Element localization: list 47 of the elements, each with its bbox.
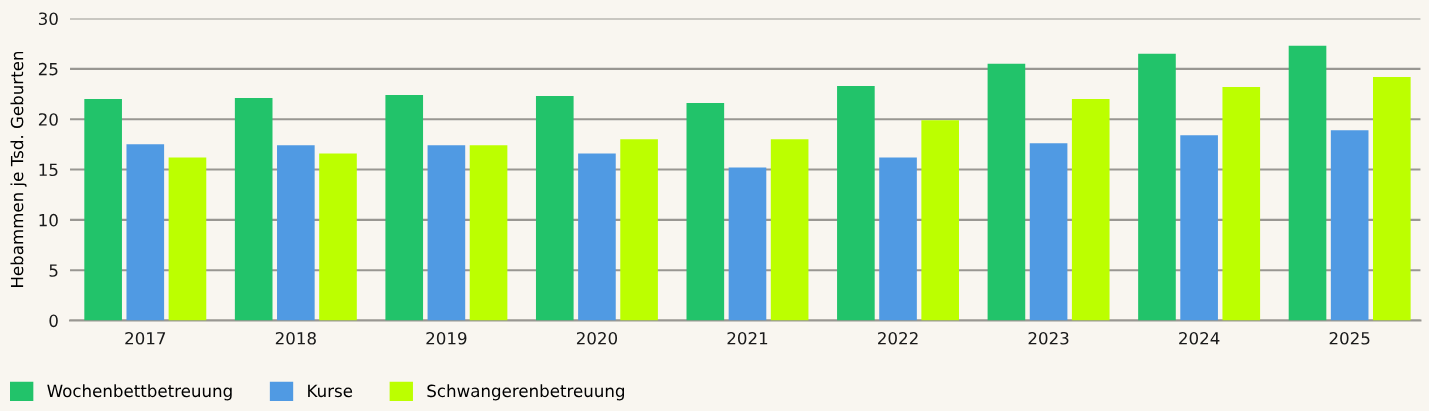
x-tick-label: 2018	[275, 331, 316, 345]
bar	[126, 144, 165, 321]
bar	[1029, 143, 1068, 321]
legend-label: Kurse	[308, 384, 353, 398]
x-tick-label: 2021	[727, 331, 768, 345]
bar	[987, 63, 1026, 321]
x-tick-label: 2025	[1329, 331, 1370, 345]
y-tick-label: 5	[49, 264, 58, 277]
x-tick-label: 2023	[1028, 331, 1069, 345]
bar	[728, 167, 767, 321]
bar	[1071, 99, 1110, 321]
y-tick-label: 25	[38, 62, 58, 76]
bar	[1222, 86, 1261, 321]
y-tick-label: 0	[49, 314, 58, 328]
bar	[770, 139, 809, 321]
bar	[234, 98, 273, 321]
bar	[1180, 135, 1218, 321]
bar	[385, 95, 424, 321]
bar	[578, 153, 616, 321]
legend-label: Schwangerenbetreuung	[427, 384, 624, 401]
bar	[277, 145, 315, 321]
bar	[921, 120, 959, 321]
bar	[686, 103, 725, 321]
bar	[535, 96, 574, 321]
y-tick-label: 30	[38, 12, 58, 26]
bar	[84, 99, 122, 321]
bar	[427, 145, 466, 321]
x-tick-label: 2024	[1179, 331, 1220, 345]
bar	[1288, 45, 1327, 321]
x-tick-label: 2019	[426, 331, 467, 345]
x-tick-label: 2020	[576, 331, 618, 345]
bar	[620, 139, 658, 321]
bar	[319, 153, 357, 321]
bar	[168, 157, 207, 321]
x-tick-label: 2017	[125, 331, 166, 345]
y-tick-label: 15	[39, 163, 58, 177]
bar	[469, 145, 508, 321]
bar	[1138, 53, 1176, 321]
bar	[1373, 76, 1411, 321]
bar	[1330, 130, 1369, 321]
y-tick-label: 10	[39, 213, 58, 227]
x-tick-label: 2022	[878, 331, 918, 345]
bar	[879, 157, 917, 321]
legend-label: Wochenbettbetreuung	[47, 384, 232, 401]
bar	[837, 85, 875, 321]
y-tick-label: 20	[38, 113, 58, 126]
y-axis-title: Hebammen je Tsd. Geburten	[10, 51, 27, 287]
